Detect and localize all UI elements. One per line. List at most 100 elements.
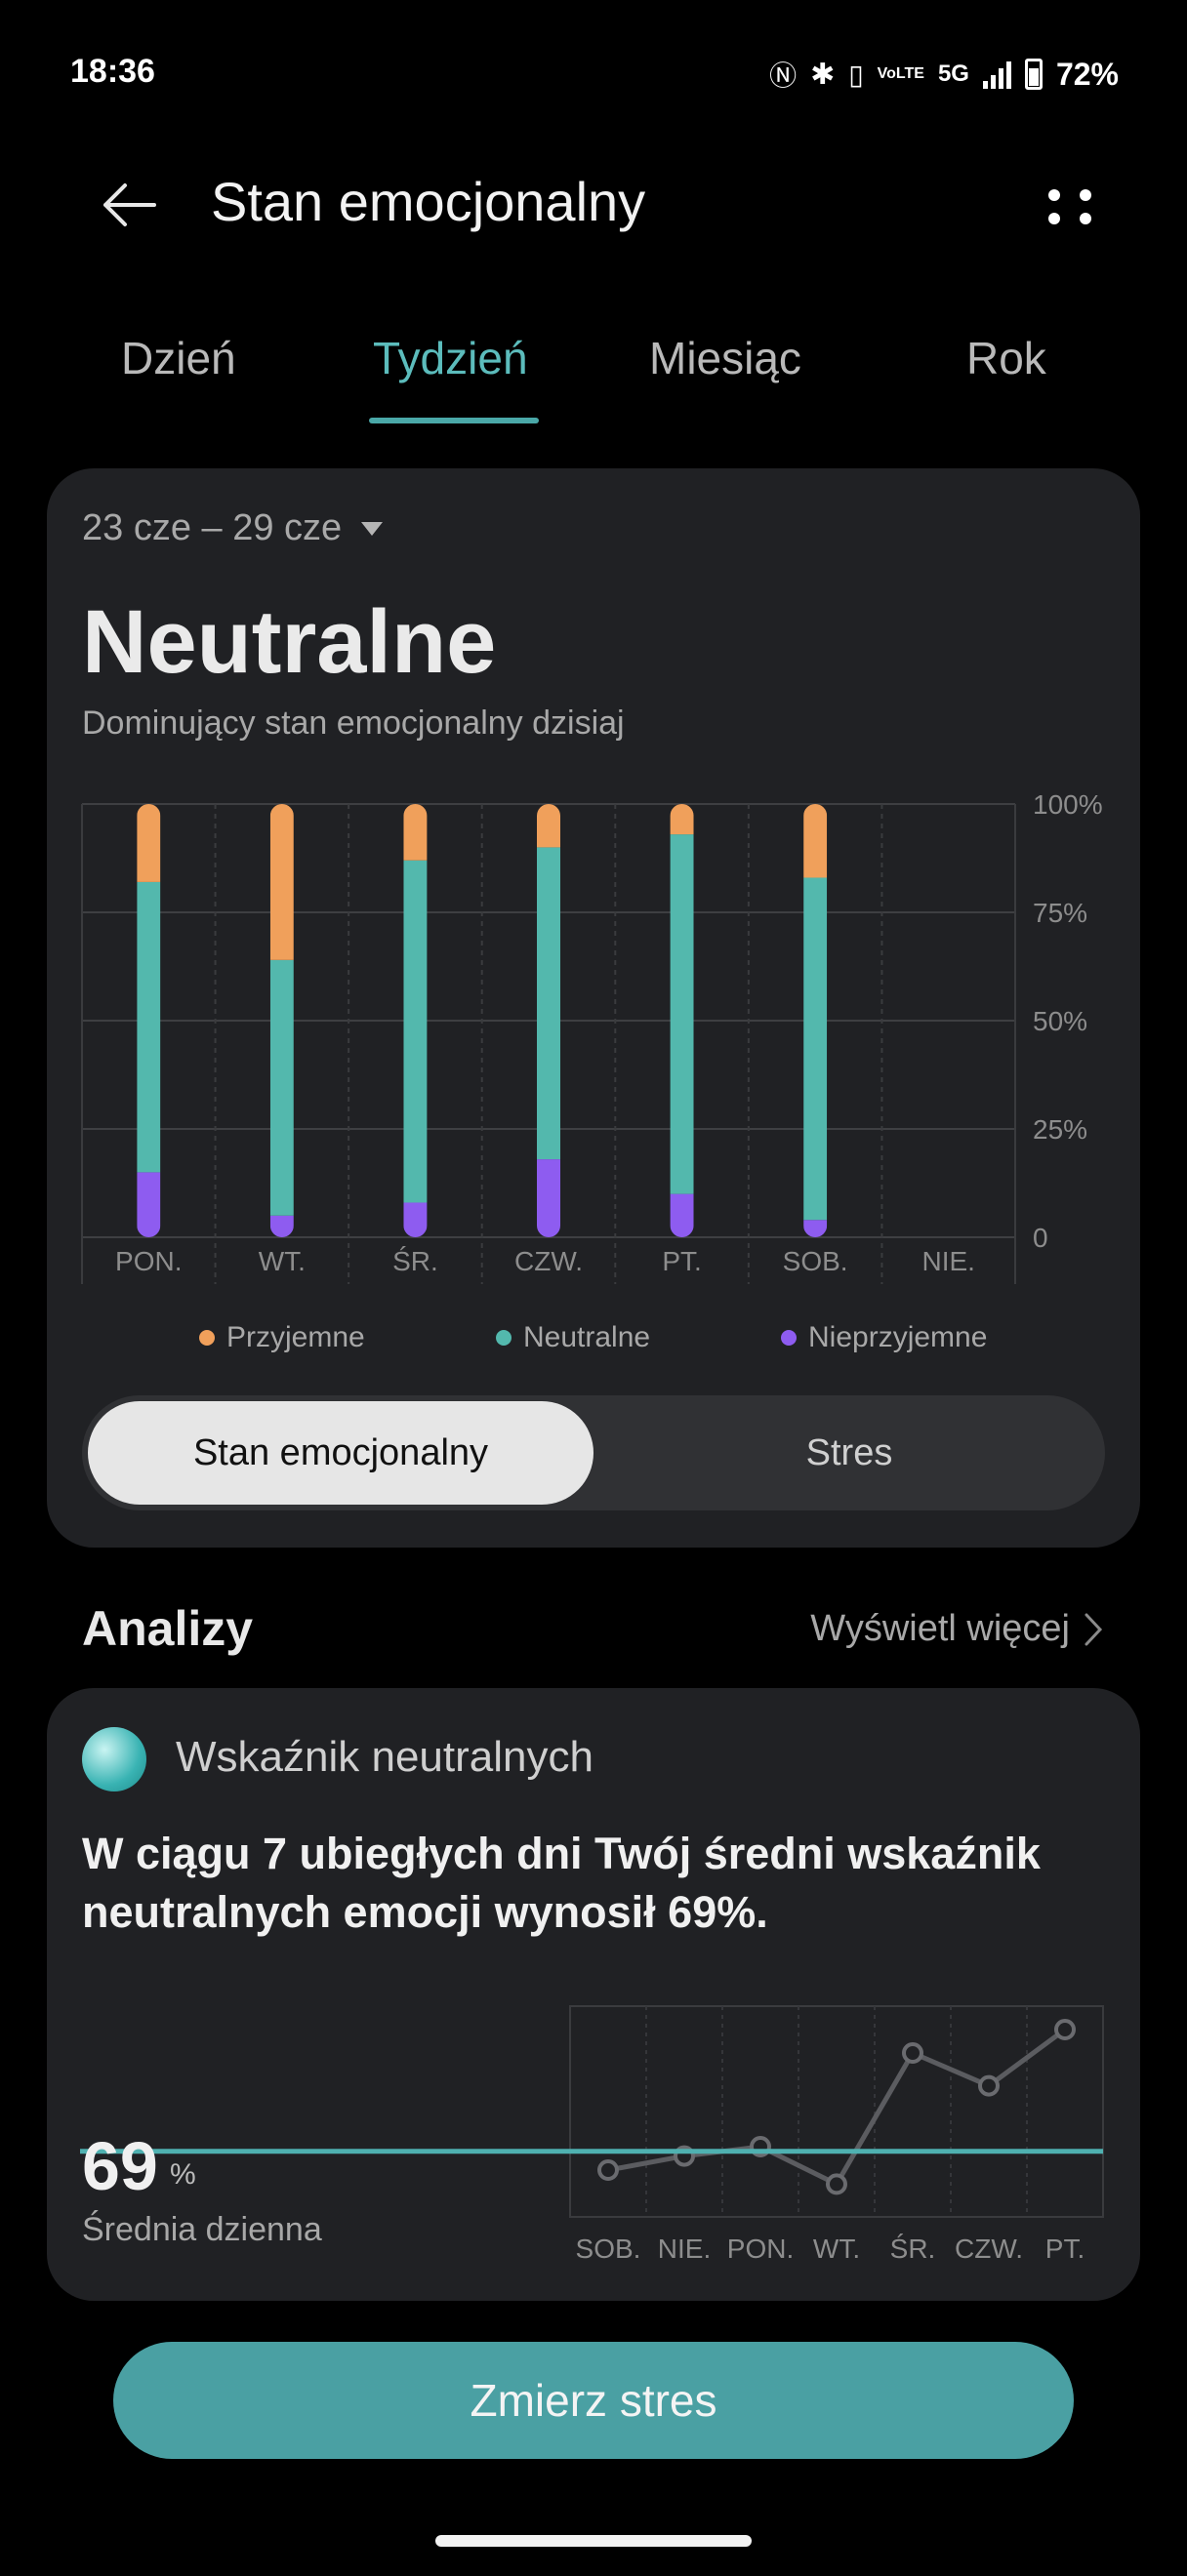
back-button[interactable] — [90, 166, 168, 244]
tab-year[interactable]: Rok — [966, 333, 1046, 383]
status-time: 18:36 — [70, 53, 155, 90]
tab-indicator — [369, 418, 539, 423]
y-tick-label: 100% — [1033, 790, 1103, 820]
x-tick-label: SOB. — [783, 1246, 848, 1276]
toggle-stress[interactable]: Stres — [805, 1431, 893, 1473]
bluetooth-icon: ✱ — [810, 58, 836, 91]
page-title: Stan emocjonalny — [211, 171, 646, 232]
average-value: 69 — [82, 2128, 158, 2204]
battery-icon — [1024, 59, 1043, 90]
bar-segment-nieprzyjemne — [670, 1193, 694, 1237]
bar-segment-przyjemne — [137, 804, 161, 882]
mini-x-tick-label: ŚR. — [890, 2233, 936, 2264]
arrow-left-icon — [103, 183, 156, 226]
nfc-icon: Ⓝ — [769, 60, 798, 91]
dominant-state: Neutralne — [82, 592, 497, 692]
y-tick-label: 0 — [1033, 1223, 1048, 1253]
bar-segment-neutralne — [803, 877, 828, 1221]
x-tick-label: ŚR. — [392, 1245, 438, 1276]
bar-segment-przyjemne — [803, 804, 828, 878]
mini-x-tick-label: WT. — [813, 2234, 860, 2264]
average-label: Średnia dzienna — [82, 2211, 322, 2248]
mini-x-tick-label: SOB. — [576, 2234, 641, 2264]
dominant-state-subtitle: Dominujący stan emocjonalny dzisiaj — [82, 704, 625, 742]
bar-stack — [803, 804, 828, 1237]
mini-x-tick-label: PON. — [727, 2234, 794, 2264]
tab-day[interactable]: Dzień — [121, 333, 236, 383]
y-tick-label: 75% — [1033, 898, 1087, 928]
weekly-emotion-chart[interactable]: 0 25% 50% 75% 100% PON. WT. ŚR. CZW. PT. SOB. NIE. — [47, 790, 1140, 1298]
x-tick-label: WT. — [259, 1246, 306, 1276]
y-tick-label: 50% — [1033, 1006, 1087, 1036]
home-indicator[interactable] — [435, 2535, 752, 2547]
measure-stress-button[interactable]: Zmierz stres — [113, 2342, 1074, 2459]
signal-icon — [982, 60, 1011, 89]
tab-month[interactable]: Miesiąc — [649, 333, 801, 383]
bar-stack — [137, 804, 161, 1237]
bar-segment-przyjemne — [670, 804, 694, 835]
trend-point — [1054, 2019, 1076, 2040]
neutral-index-card[interactable]: SOB. NIE. PON. WT. ŚR. CZW. PT. Wskaźnik neutr… — [47, 1688, 1140, 2301]
bar-segment-nieprzyjemne — [803, 1220, 828, 1237]
bar-segment-neutralne — [537, 847, 560, 1160]
bar-segment-przyjemne — [269, 804, 294, 960]
bar-segment-neutralne — [670, 834, 694, 1194]
bar-segment-neutralne — [137, 881, 161, 1173]
trend-point — [597, 2159, 619, 2181]
more-options-button[interactable] — [1033, 166, 1111, 244]
bar-segment-neutralne — [269, 959, 294, 1216]
average-unit: % — [170, 2158, 196, 2191]
emotion-summary-card: 23 cze – 29 cze Neutralne Dominujący sta… — [47, 468, 1140, 1548]
battery-level: 72% — [1055, 56, 1119, 92]
toggle-emotional-state[interactable]: Stan emocjonalny — [88, 1401, 594, 1505]
vibrate-icon: ▯ — [848, 59, 864, 90]
x-tick-label: PT. — [662, 1246, 701, 1276]
legend-pleasant: Przyjemne — [199, 1321, 365, 1354]
emotion-icon — [82, 1727, 146, 1791]
neutral-trend-chart: SOB. NIE. PON. WT. ŚR. CZW. PT. — [80, 2005, 1104, 2264]
bar-segment-nieprzyjemne — [403, 1202, 428, 1237]
mini-x-tick-label: PT. — [1045, 2234, 1085, 2264]
bar-segment-nieprzyjemne — [137, 1172, 161, 1237]
trend-point — [978, 2074, 1000, 2097]
date-range-label: 23 cze – 29 cze — [82, 507, 343, 548]
bar-segment-nieprzyjemne — [269, 1215, 294, 1237]
metric-toggle: Stan emocjonalny Stres — [82, 1395, 1105, 1510]
mini-x-tick-label: CZW. — [955, 2234, 1023, 2264]
date-range-selector[interactable]: 23 cze – 29 cze — [82, 507, 384, 549]
dropdown-arrow-icon — [361, 521, 384, 536]
volte-icon: VoLTE — [877, 65, 924, 82]
legend-neutral: Neutralne — [496, 1321, 650, 1354]
legend-dot-neutral — [496, 1330, 512, 1346]
x-tick-label: PON. — [115, 1246, 182, 1276]
y-tick-label: 25% — [1033, 1114, 1087, 1145]
x-tick-label: CZW. — [514, 1246, 583, 1276]
app-bar: Stan emocjonalny — [0, 146, 1187, 263]
mini-x-tick-label: NIE. — [658, 2234, 711, 2264]
analysis-section-title: Analizy — [82, 1601, 254, 1656]
bar-stack — [269, 804, 294, 1237]
x-tick-label: NIE. — [921, 1246, 974, 1276]
bar-stack — [403, 804, 428, 1237]
period-tabs: Dzień Tydzień Miesiąc Rok — [0, 322, 1187, 429]
view-more-label: Wyświetl więcej — [810, 1608, 1070, 1649]
bar-segment-nieprzyjemne — [537, 1159, 560, 1237]
trend-point — [826, 2173, 847, 2195]
trend-point — [902, 2042, 923, 2064]
legend-dot-pleasant — [199, 1330, 215, 1346]
bar-segment-przyjemne — [537, 804, 560, 848]
analysis-card-title: Wskaźnik neutralnych — [176, 1733, 594, 1781]
network-type: 5G — [937, 60, 969, 87]
status-bar: 18:36 Ⓝ ✱ ▯ VoLTE 5G 72% — [0, 0, 1187, 146]
analysis-text: W ciągu 7 ubiegłych dni Twój średni wska… — [82, 1829, 1041, 1937]
view-more-link[interactable]: Wyświetl więcej — [810, 1608, 1103, 1650]
tab-week[interactable]: Tydzień — [373, 333, 528, 383]
bar-segment-neutralne — [403, 860, 428, 1203]
legend-unpleasant: Nieprzyjemne — [781, 1321, 987, 1354]
chart-legend: Przyjemne Neutralne Nieprzyjemne — [47, 1321, 1140, 1370]
more-dots-icon — [1048, 189, 1060, 201]
legend-dot-unpleasant — [781, 1330, 797, 1346]
bar-stack — [537, 804, 560, 1237]
status-icons: Ⓝ ✱ ▯ VoLTE 5G 72% — [769, 55, 1119, 94]
bar-segment-przyjemne — [403, 804, 428, 861]
